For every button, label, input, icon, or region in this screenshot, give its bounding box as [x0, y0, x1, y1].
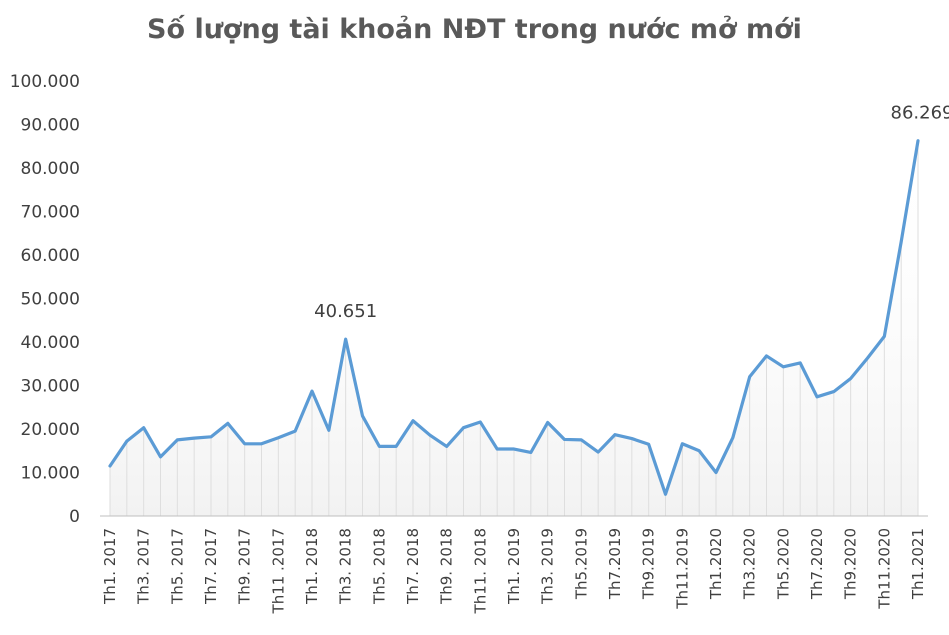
series-line: [108, 139, 920, 496]
x-tick-label: Th11.2020: [875, 528, 893, 610]
x-tick-label: Th9. 2018: [438, 528, 456, 605]
x-tick-label: Th9.2019: [640, 528, 658, 600]
y-tick-label: 100.000: [10, 72, 80, 92]
x-tick-label: Th3. 2019: [539, 528, 557, 605]
y-tick-label: 70.000: [21, 203, 80, 223]
series-line-path: [108, 139, 920, 496]
chart-title: Số lượng tài khoản NĐT trong nước mở mới: [147, 14, 802, 45]
x-tick-label: Th5. 2018: [370, 528, 388, 605]
x-tick-label: Th9. 2017: [236, 528, 254, 605]
data-label: 86.269: [891, 103, 949, 124]
x-tick-label: Th3.2020: [741, 528, 759, 600]
x-tick-label: Th5.2019: [572, 528, 590, 600]
x-tick-label: Th3. 2018: [337, 528, 355, 605]
y-tick-label: 40.000: [21, 333, 80, 353]
x-tick-label: Th1.2021: [909, 528, 927, 600]
x-axis: Th1. 2017 Th3. 2017 Th5. 2017 Th7. 2017 Th9.…: [101, 528, 927, 614]
y-tick-label: 80.000: [21, 159, 80, 179]
y-tick-label: 50.000: [21, 290, 80, 310]
x-tick-label: Th11 .2017: [269, 528, 287, 614]
y-tick-label: 90.000: [21, 116, 80, 136]
x-tick-label: Th7. 2018: [404, 528, 422, 605]
x-tick-label: Th1. 2017: [101, 528, 119, 605]
drop-lines: [109, 140, 919, 516]
y-tick-label: 20.000: [21, 420, 80, 440]
x-tick-label: Th1.2020: [707, 528, 725, 600]
data-labels: 40.651 86.269: [314, 103, 949, 322]
x-tick-label: Th7. 2017: [202, 528, 220, 605]
x-tick-label: Th7.2019: [606, 528, 624, 600]
y-tick-label: 30.000: [21, 377, 80, 397]
x-tick-label: Th9.2020: [842, 528, 860, 600]
x-tick-label: Th1. 2018: [303, 528, 321, 605]
x-tick-label: Th5.2020: [774, 528, 792, 600]
x-tick-label: Th7.2020: [808, 528, 826, 600]
x-tick-label: Th5. 2017: [168, 528, 186, 605]
x-tick-label: Th3. 2017: [135, 528, 153, 605]
y-tick-label: 60.000: [21, 246, 80, 266]
y-axis: 0 10.000 20.000 30.000 40.000 50.000 60.000 70.…: [10, 72, 80, 527]
y-tick-label: 10.000: [21, 464, 80, 484]
x-tick-label: Th11.2019: [673, 528, 691, 610]
y-tick-label: 0: [69, 507, 80, 527]
x-tick-label: Th1. 2019: [505, 528, 523, 605]
x-tick-label: Th11. 2018: [471, 528, 489, 614]
data-label: 40.651: [314, 301, 377, 322]
